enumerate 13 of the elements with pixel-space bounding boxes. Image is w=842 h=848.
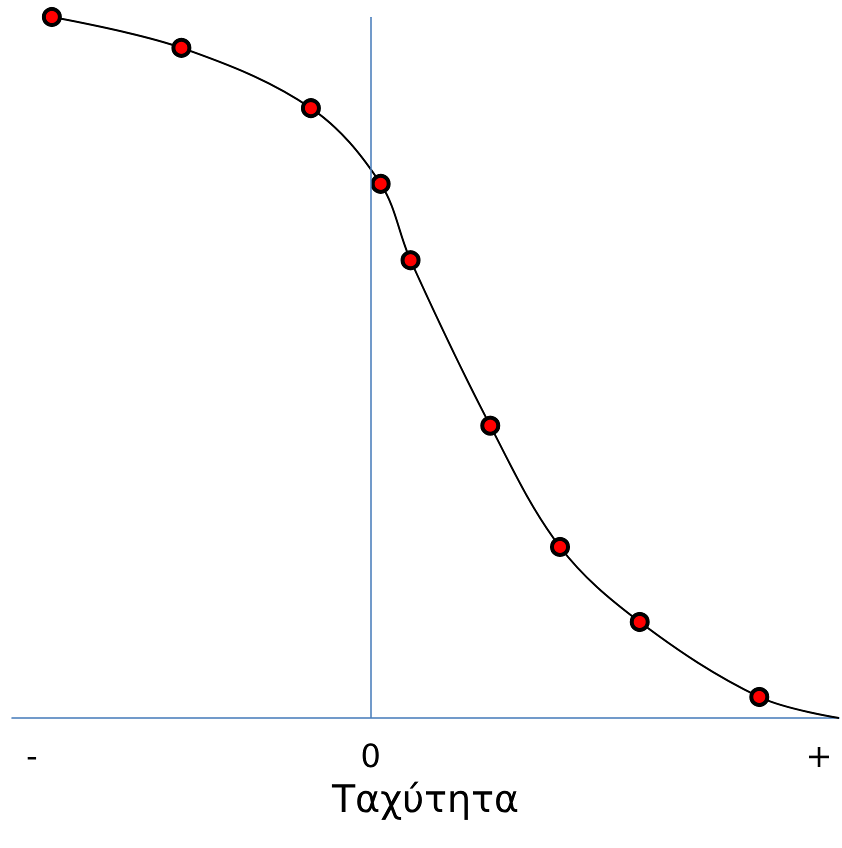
point (630, 612, 650, 632)
point (370, 174, 391, 194)
point (550, 536, 570, 557)
point (749, 686, 770, 707)
x-tick-label: + (806, 737, 832, 775)
point (300, 98, 321, 118)
point (171, 38, 192, 58)
point (400, 250, 421, 270)
point (480, 416, 500, 436)
x-axis-title: Ταχύτητα (330, 777, 520, 821)
x-tick-label: - (26, 737, 38, 775)
point (42, 7, 62, 27)
x-tick-label: 0 (360, 737, 381, 775)
